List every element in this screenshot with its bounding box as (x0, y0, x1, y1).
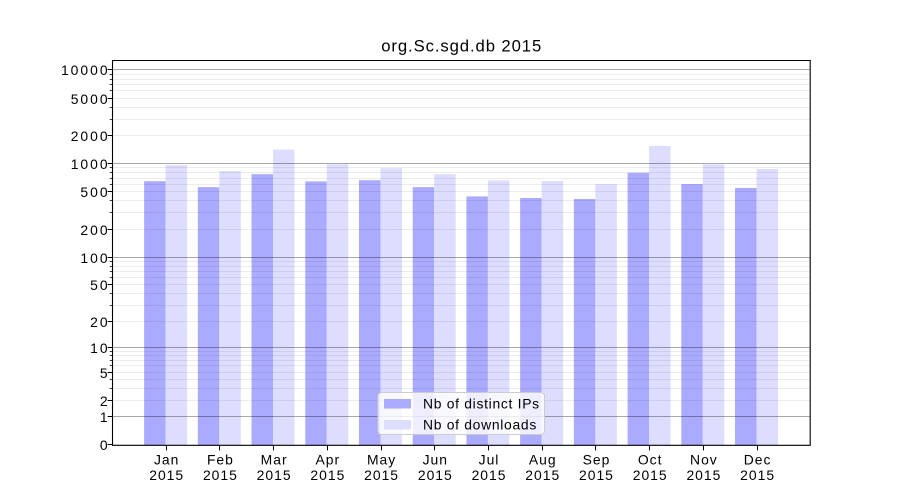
svg-text:Jun: Jun (423, 452, 448, 468)
svg-text:500: 500 (80, 184, 109, 200)
svg-text:2015: 2015 (364, 467, 399, 483)
svg-text:2015: 2015 (310, 467, 345, 483)
svg-text:Jan: Jan (154, 452, 179, 468)
svg-text:Dec: Dec (744, 452, 772, 468)
svg-text:2015: 2015 (203, 467, 238, 483)
svg-text:2015: 2015 (472, 467, 507, 483)
svg-text:2015: 2015 (149, 467, 184, 483)
svg-text:2015: 2015 (418, 467, 453, 483)
svg-text:org.Sc.sgd.db 2015: org.Sc.sgd.db 2015 (381, 37, 542, 56)
svg-text:Apr: Apr (316, 452, 341, 468)
svg-text:Nb of downloads: Nb of downloads (423, 417, 537, 433)
svg-text:10: 10 (90, 340, 109, 356)
svg-text:200: 200 (80, 222, 109, 238)
svg-text:2000: 2000 (71, 128, 110, 144)
svg-text:Nov: Nov (690, 452, 718, 468)
svg-text:Sep: Sep (583, 452, 611, 468)
svg-text:2015: 2015 (525, 467, 560, 483)
svg-text:2015: 2015 (257, 467, 292, 483)
svg-text:Aug: Aug (529, 452, 557, 468)
svg-text:2015: 2015 (633, 467, 668, 483)
svg-text:1000: 1000 (71, 156, 110, 172)
svg-text:2015: 2015 (686, 467, 721, 483)
svg-text:May: May (367, 452, 396, 468)
svg-text:1: 1 (100, 409, 110, 425)
svg-text:Nb of distinct IPs: Nb of distinct IPs (423, 396, 540, 412)
svg-text:10000: 10000 (61, 62, 110, 78)
svg-text:Oct: Oct (638, 452, 663, 468)
svg-text:Mar: Mar (261, 452, 288, 468)
svg-text:Jul: Jul (479, 452, 500, 468)
svg-text:2015: 2015 (740, 467, 775, 483)
svg-text:2: 2 (100, 393, 110, 409)
svg-text:5: 5 (100, 365, 110, 381)
svg-text:2015: 2015 (579, 467, 614, 483)
svg-text:Feb: Feb (207, 452, 234, 468)
svg-text:50: 50 (90, 277, 109, 293)
svg-text:100: 100 (80, 250, 109, 266)
svg-text:0: 0 (100, 437, 110, 453)
svg-text:5000: 5000 (71, 91, 110, 107)
svg-text:20: 20 (90, 314, 109, 330)
